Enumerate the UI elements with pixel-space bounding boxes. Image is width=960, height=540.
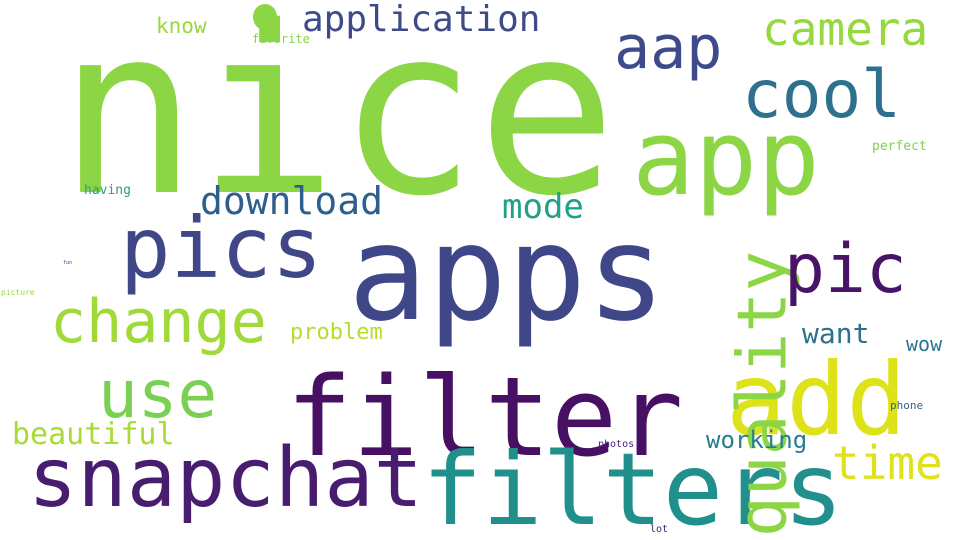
word-perfect: perfect: [872, 139, 927, 154]
word-pic: pic: [784, 230, 907, 309]
word-pics: pics: [120, 199, 323, 297]
word-problem: problem: [290, 320, 383, 345]
word-want: want: [802, 317, 870, 350]
word-photos: photos: [598, 439, 635, 450]
word-wow: wow: [906, 332, 943, 356]
word-lot: lot: [650, 524, 669, 535]
word-nice: nice: [58, 0, 617, 247]
word-having: having: [84, 183, 131, 198]
word-change: change: [50, 287, 267, 357]
word-know: know: [156, 14, 207, 38]
word-application: application: [302, 0, 541, 40]
word-beautiful: beautiful: [12, 417, 175, 452]
word-picture: picture: [1, 288, 35, 297]
word-filters: filters: [422, 431, 844, 540]
dot-mark: [253, 4, 277, 30]
word-use: use: [98, 356, 218, 433]
word-apps: apps: [348, 197, 666, 351]
word-cool: cool: [742, 56, 901, 133]
word-download: download: [200, 179, 384, 223]
word-app: app: [632, 97, 820, 219]
word-filter: filter: [286, 353, 684, 481]
word-fun: fun: [63, 260, 73, 266]
word-mode: mode: [502, 187, 584, 227]
word-camera: camera: [762, 2, 929, 56]
word-aap: aap: [614, 13, 723, 83]
word-snapchat: snapchat: [28, 431, 423, 526]
word-working: working: [706, 426, 808, 454]
word-favorite: favorite: [252, 32, 310, 46]
word-add: add: [726, 341, 907, 458]
word-time: time: [832, 436, 943, 490]
word-phone: phone: [890, 399, 924, 412]
